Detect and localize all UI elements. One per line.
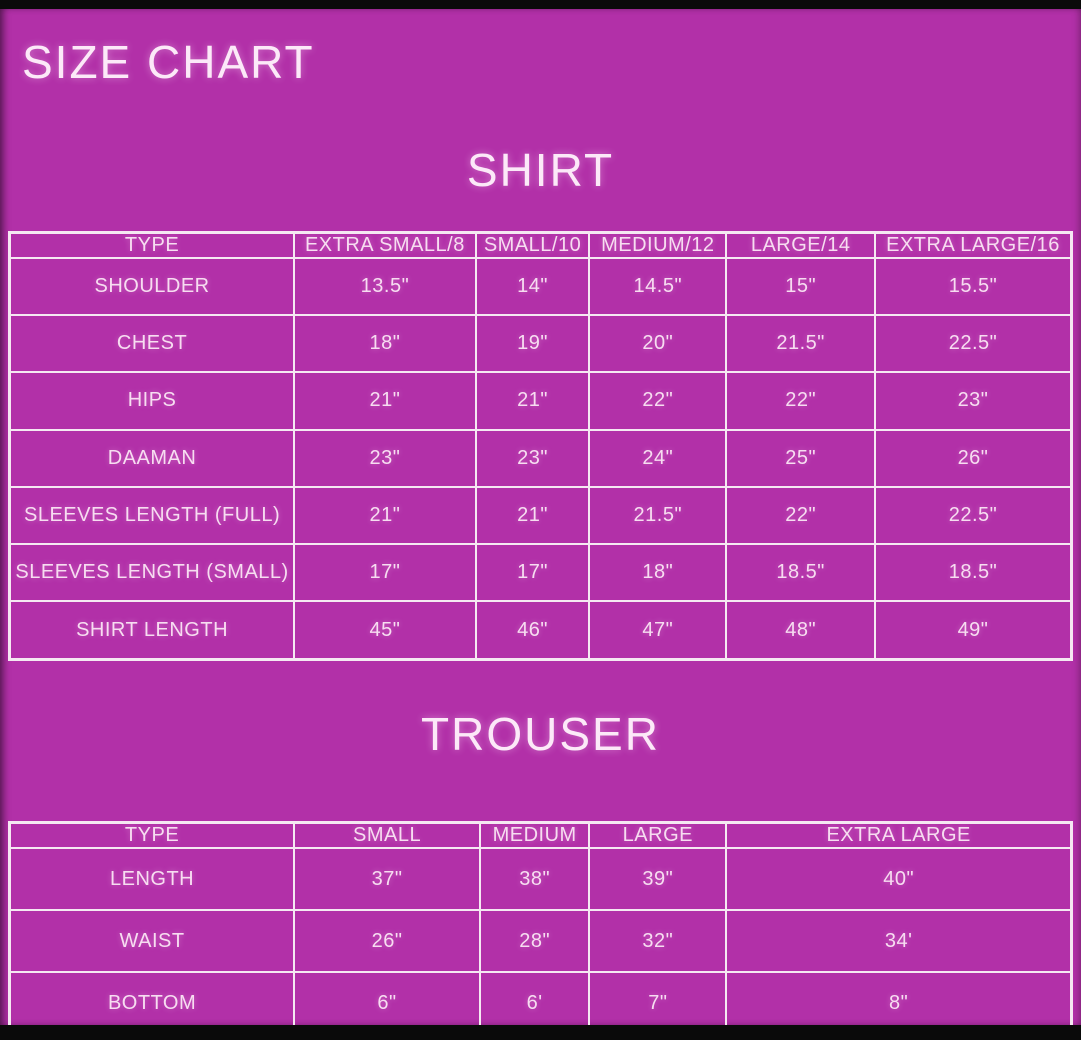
row-label: SHOULDER xyxy=(8,256,296,317)
table-row: HIPS 21" 21" 22" 22" 23" xyxy=(8,371,1073,431)
page-title: SIZE CHART xyxy=(22,36,315,88)
size-value: 22" xyxy=(725,371,876,431)
row-label: SLEEVES LENGTH (SMALL) xyxy=(8,542,296,603)
size-value: 15" xyxy=(725,256,876,317)
column-header: SMALL xyxy=(293,821,481,849)
column-header: SMALL/10 xyxy=(474,231,591,259)
top-letterbox-bar xyxy=(0,0,1081,9)
column-header: EXTRA LARGE/16 xyxy=(873,231,1073,259)
size-value: 17" xyxy=(474,542,591,603)
size-value: 23" xyxy=(474,428,591,488)
size-value: 21" xyxy=(474,371,591,431)
table-row: CHEST 18" 19" 20" 21.5" 22.5" xyxy=(8,314,1073,374)
row-label: SHIRT LENGTH xyxy=(8,600,296,661)
size-value: 21" xyxy=(293,371,477,431)
size-value: 18.5" xyxy=(873,542,1073,603)
size-value: 23" xyxy=(873,371,1073,431)
shirt-section-title: SHIRT xyxy=(466,144,615,196)
size-value: 47" xyxy=(588,600,728,661)
size-value: 39" xyxy=(588,846,728,912)
column-header: LARGE/14 xyxy=(725,231,876,259)
column-header: TYPE xyxy=(8,231,296,259)
table-row: SHOULDER 13.5" 14" 14.5" 15" 15.5" xyxy=(8,256,1073,317)
size-value: 22" xyxy=(588,371,728,431)
column-header: MEDIUM/12 xyxy=(588,231,728,259)
size-value: 21" xyxy=(293,485,477,545)
row-label: LENGTH xyxy=(8,846,296,912)
column-header: MEDIUM xyxy=(478,821,591,849)
size-value: 18.5" xyxy=(725,542,876,603)
row-label: DAAMAN xyxy=(8,428,296,488)
row-label: WAIST xyxy=(8,909,296,974)
size-value: 13.5" xyxy=(293,256,477,317)
size-value: 14.5" xyxy=(588,256,728,317)
size-value: 22.5" xyxy=(873,314,1073,374)
shirt-size-table: TYPE EXTRA SMALL/8 SMALL/10 MEDIUM/12 LA… xyxy=(8,231,1073,661)
size-value: 28" xyxy=(478,909,591,974)
size-value: 38" xyxy=(478,846,591,912)
size-value: 21.5" xyxy=(588,485,728,545)
size-value: 25" xyxy=(725,428,876,488)
size-value: 17" xyxy=(293,542,477,603)
column-header: EXTRA LARGE xyxy=(725,821,1073,849)
table-row: WAIST 26" 28" 32" 34' xyxy=(8,909,1073,974)
column-header: TYPE xyxy=(8,821,296,849)
size-value: 18" xyxy=(293,314,477,374)
magenta-background: SIZE CHART SHIRT TYPE EXTRA SMALL/8 SMAL… xyxy=(0,9,1081,1037)
trouser-section-title: TROUSER xyxy=(421,708,660,760)
size-value: 45" xyxy=(293,600,477,661)
size-value: 26" xyxy=(873,428,1073,488)
size-value: 23" xyxy=(293,428,477,488)
size-value: 32" xyxy=(588,909,728,974)
column-header: LARGE xyxy=(588,821,728,849)
table-row: SHIRT LENGTH 45" 46" 47" 48" 49" xyxy=(8,600,1073,661)
shirt-header-row: TYPE EXTRA SMALL/8 SMALL/10 MEDIUM/12 LA… xyxy=(8,231,1073,259)
table-row: LENGTH 37" 38" 39" 40" xyxy=(8,846,1073,912)
size-value: 21.5" xyxy=(725,314,876,374)
column-header: EXTRA SMALL/8 xyxy=(293,231,477,259)
size-value: 48" xyxy=(725,600,876,661)
size-value: 40" xyxy=(725,846,1073,912)
size-value: 15.5" xyxy=(873,256,1073,317)
size-value: 49" xyxy=(873,600,1073,661)
table-row: SLEEVES LENGTH (FULL) 21" 21" 21.5" 22" … xyxy=(8,485,1073,545)
size-value: 22" xyxy=(725,485,876,545)
size-value: 21" xyxy=(474,485,591,545)
table-row: DAAMAN 23" 23" 24" 25" 26" xyxy=(8,428,1073,488)
size-value: 46" xyxy=(474,600,591,661)
bottom-letterbox-bar xyxy=(0,1025,1081,1040)
size-value: 34' xyxy=(725,909,1073,974)
size-value: 26" xyxy=(293,909,481,974)
trouser-header-row: TYPE SMALL MEDIUM LARGE EXTRA LARGE xyxy=(8,821,1073,849)
row-label: SLEEVES LENGTH (FULL) xyxy=(8,485,296,545)
size-value: 18" xyxy=(588,542,728,603)
row-label: CHEST xyxy=(8,314,296,374)
size-value: 19" xyxy=(474,314,591,374)
row-label: HIPS xyxy=(8,371,296,431)
size-value: 24" xyxy=(588,428,728,488)
size-value: 14" xyxy=(474,256,591,317)
trouser-size-table: TYPE SMALL MEDIUM LARGE EXTRA LARGE LENG… xyxy=(8,821,1073,1037)
table-row: SLEEVES LENGTH (SMALL) 17" 17" 18" 18.5"… xyxy=(8,542,1073,603)
size-value: 20" xyxy=(588,314,728,374)
size-value: 22.5" xyxy=(873,485,1073,545)
size-value: 37" xyxy=(293,846,481,912)
